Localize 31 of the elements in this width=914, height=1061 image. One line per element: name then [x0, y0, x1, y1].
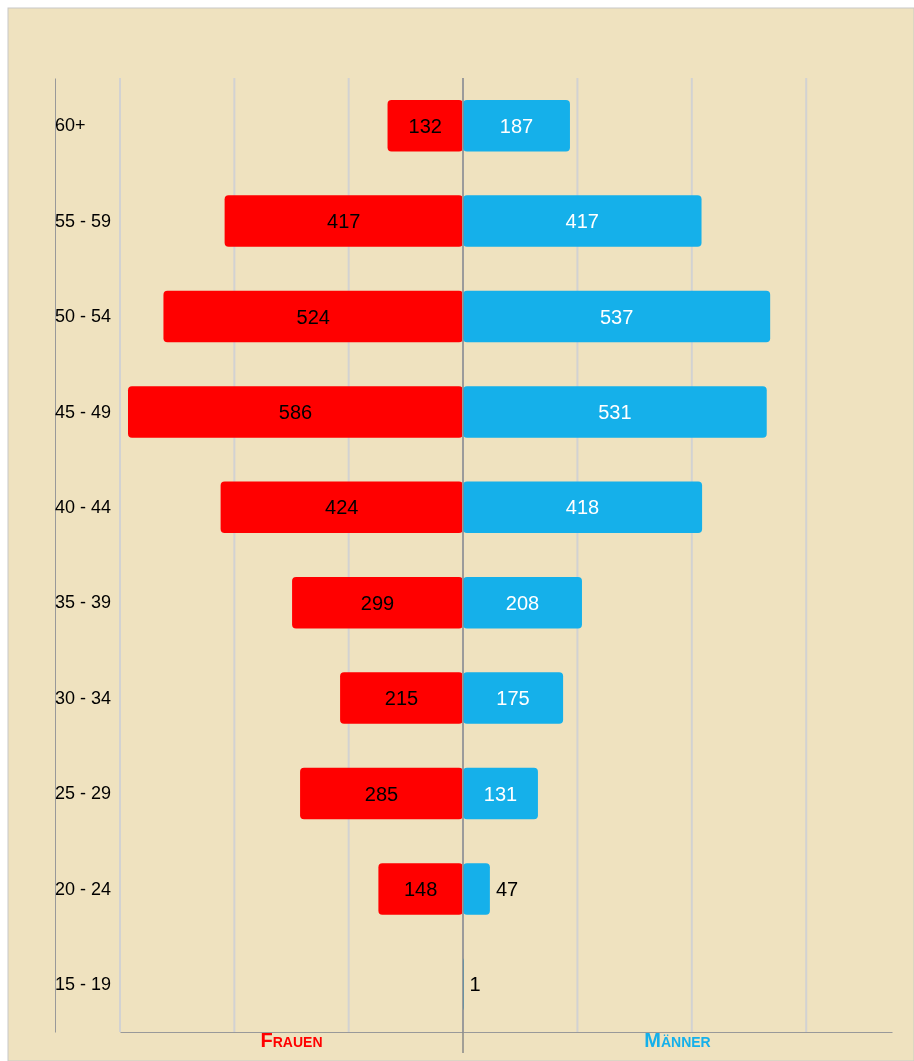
data-label: 187: [499, 114, 534, 137]
data-label: 299: [360, 591, 395, 614]
data-label: 418: [565, 496, 600, 519]
data-label: 175: [496, 687, 530, 710]
y-tick-label: 35 - 39: [55, 592, 112, 613]
text: Männer: [644, 1029, 711, 1051]
data-label: 1: [469, 973, 481, 996]
y-tick-label: 25 - 29: [55, 783, 112, 804]
data-label: 531: [598, 400, 632, 423]
y-tick-label: 50 - 54: [55, 306, 112, 327]
data-label: 537: [599, 305, 634, 328]
data-label: 132: [408, 114, 442, 137]
y-tick-label: 30 - 34: [55, 687, 112, 708]
data-label: 47: [495, 877, 519, 900]
data-label: 148: [404, 877, 438, 900]
data-label: 208: [505, 591, 540, 614]
y-tick-label: 55 - 59: [55, 210, 112, 231]
y-tick-label: 20 - 24: [55, 878, 112, 899]
y-tick-label: 45 - 49: [55, 401, 112, 422]
data-label: 586: [278, 400, 313, 423]
data-label: 424: [325, 496, 359, 519]
data-label: 131: [483, 782, 518, 805]
data-label: 417: [327, 210, 361, 233]
y-tick-label: 40 - 44: [55, 497, 112, 518]
data-label: 417: [565, 210, 599, 233]
data-label: 215: [384, 687, 419, 710]
text: Frauen: [260, 1029, 323, 1051]
y-tick-label: 60+: [55, 115, 86, 136]
data-label: 285: [364, 782, 399, 805]
y-tick-label: 15 - 19: [55, 974, 112, 995]
data-label: 524: [296, 305, 330, 328]
